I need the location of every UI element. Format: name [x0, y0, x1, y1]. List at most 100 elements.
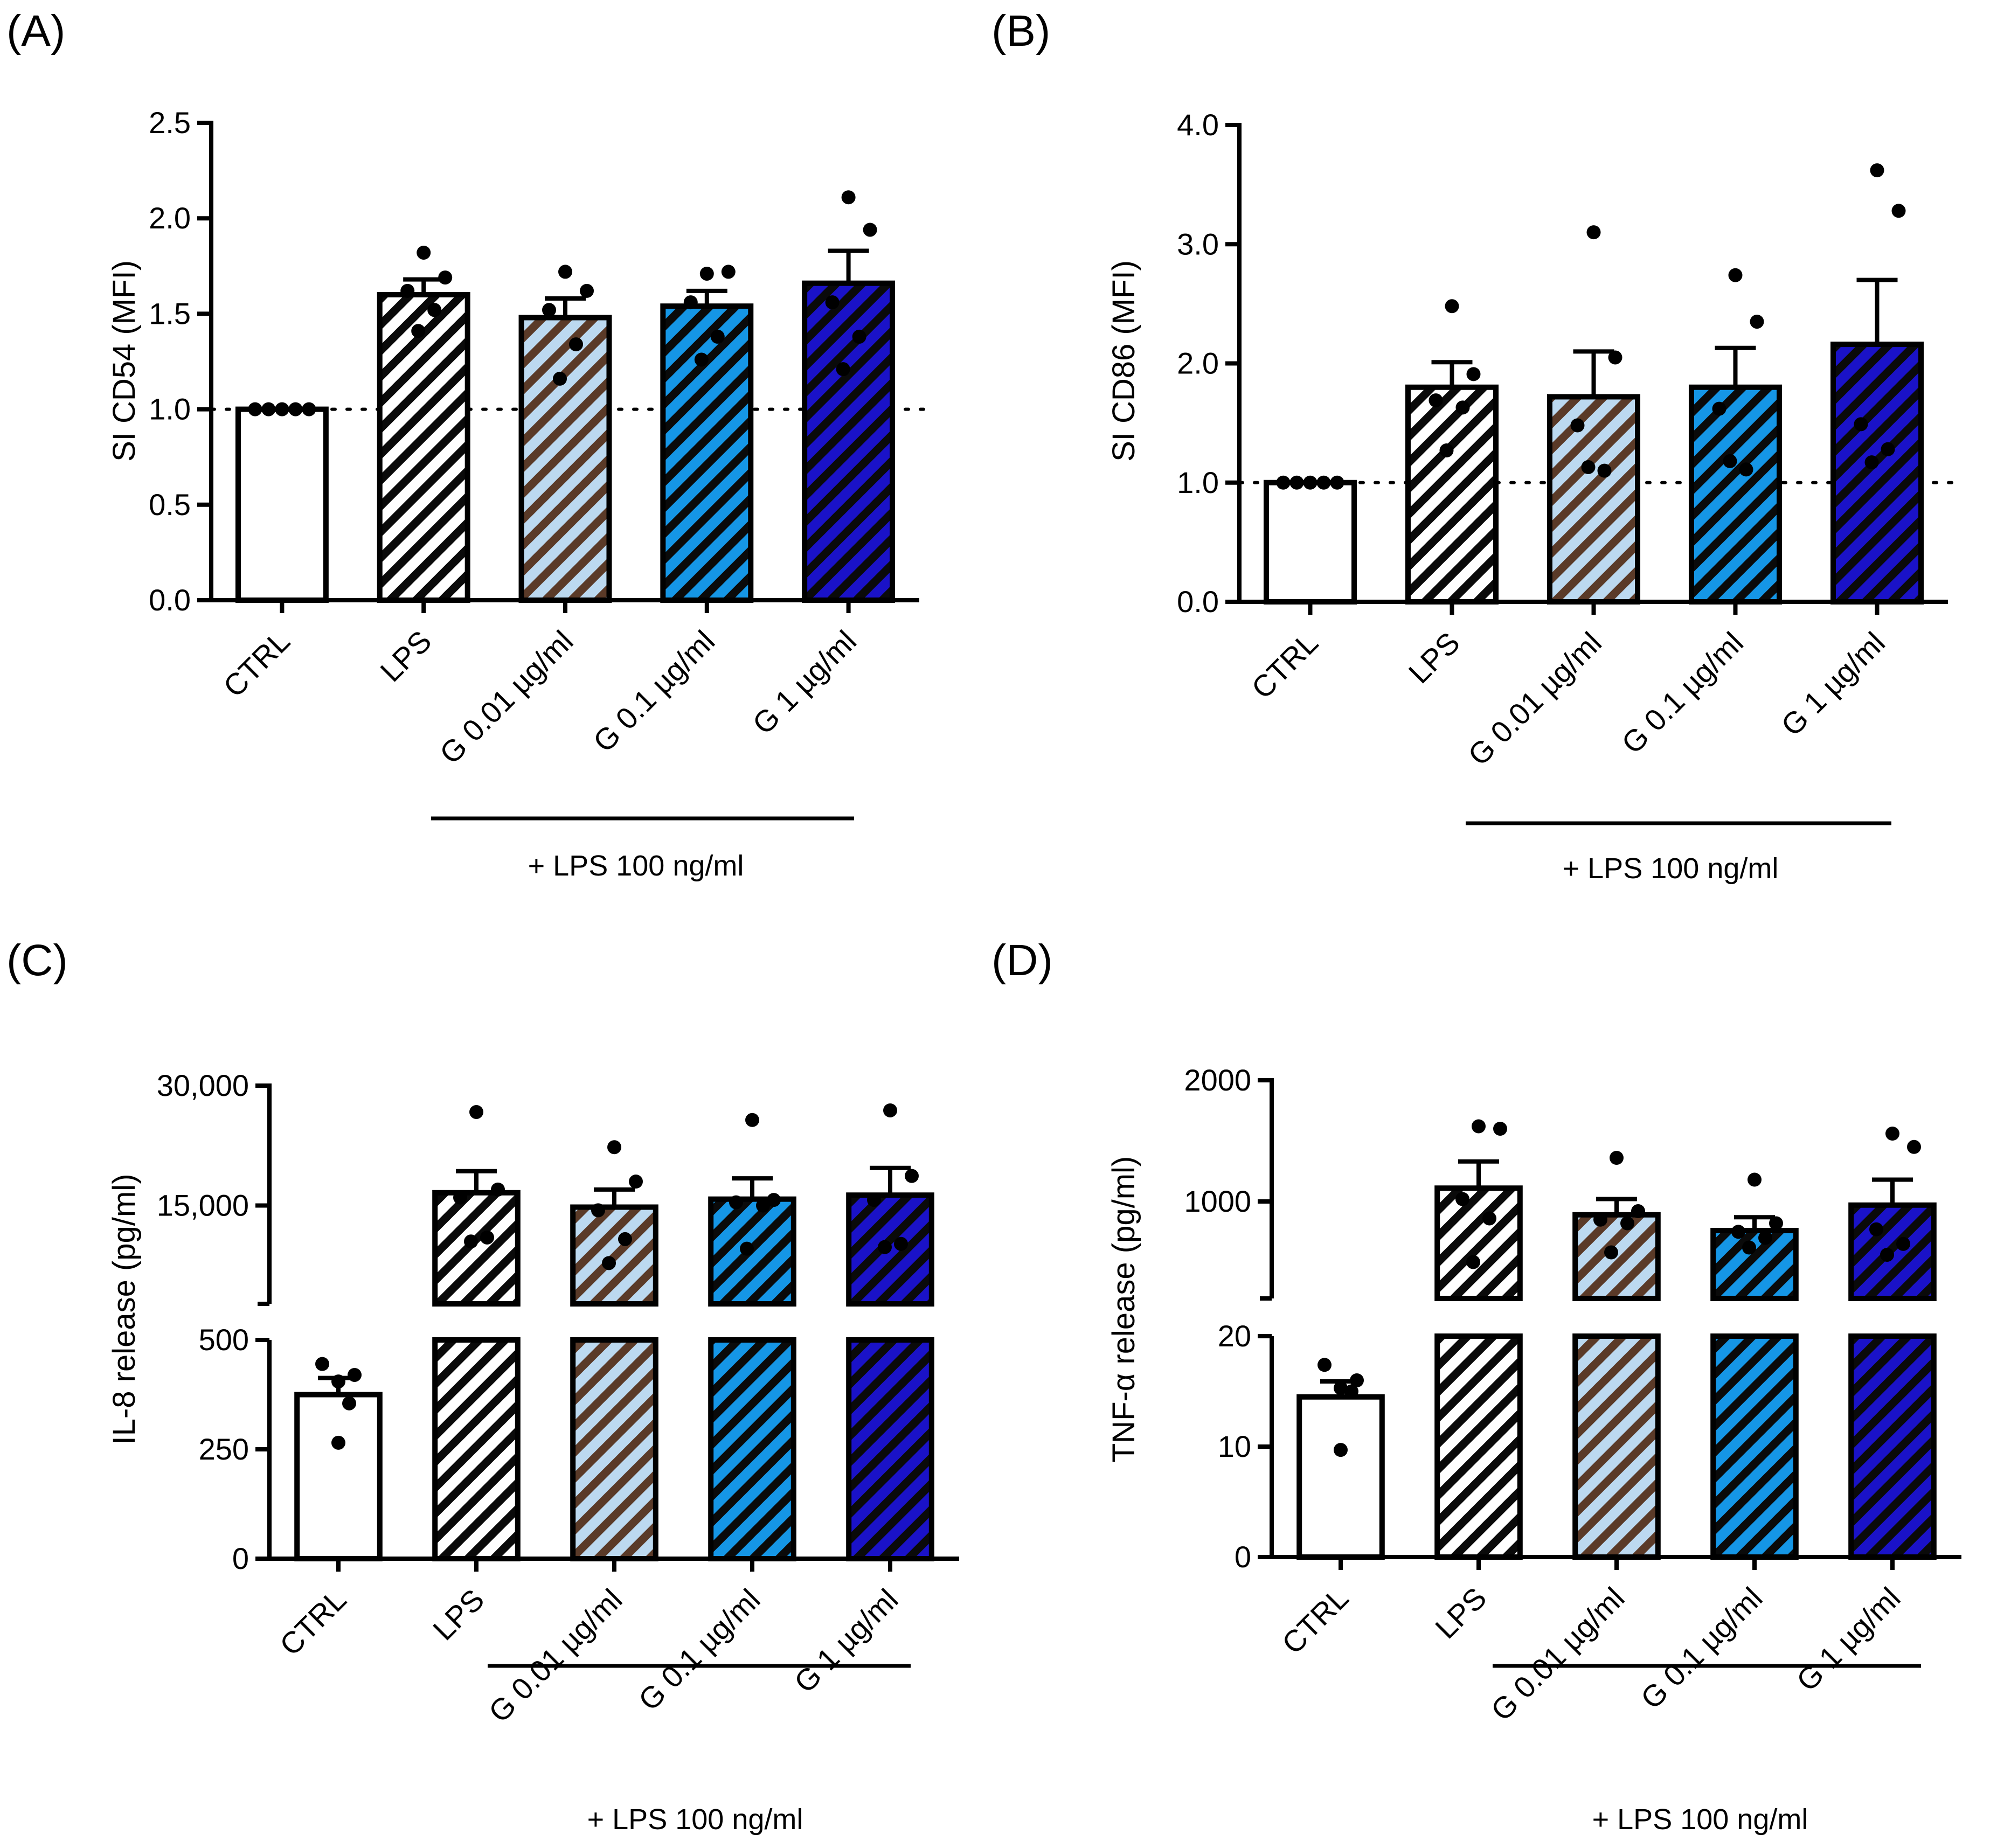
- panel-c-data-point: [745, 1113, 759, 1127]
- panel-a-data-point: [710, 329, 725, 344]
- panel-a-y-tick-label: 2.0: [149, 201, 191, 235]
- panel-d-x-tick-label: G 0.01 µg/ml: [1484, 1581, 1631, 1727]
- panel-c-data-point: [453, 1190, 467, 1205]
- panel-c-data-point: [342, 1396, 356, 1411]
- panel-a-bar-g001: [518, 315, 612, 603]
- panel-a-label: (A): [6, 6, 65, 55]
- panel-b-y-axis-label: SI CD86 (MFI): [1106, 260, 1141, 462]
- panel-c-x-tick-label: G 0.1 µg/ml: [632, 1582, 766, 1717]
- panel-a-bar-ctrl: [235, 406, 329, 603]
- panel-c-data-point: [867, 1193, 881, 1207]
- panel-b-data-point: [1608, 350, 1622, 365]
- panel-d-x-tick-label: G 0.1 µg/ml: [1634, 1581, 1769, 1715]
- panel-a-data-point: [417, 245, 431, 260]
- panel-d-bar-g01-upper: [1710, 1228, 1799, 1301]
- panel-a-data-point: [694, 352, 709, 367]
- panel-d-data-point: [1344, 1384, 1358, 1399]
- panel-a-y-tick-label: 2.5: [149, 106, 191, 140]
- panel-d-data-point: [1907, 1140, 1921, 1154]
- panel-c-x-tick-label: G 1 µg/ml: [787, 1582, 904, 1699]
- panel-b: (B) SI CD86 (MFI) + LPS 100 ng/ml 0.0 1.0…: [991, 6, 1955, 885]
- panel-c-data-point: [894, 1236, 908, 1251]
- panel-a-bar-g1: [802, 280, 896, 603]
- panel-a-data-point: [288, 402, 303, 416]
- panel-a-data-point: [248, 402, 262, 416]
- panel-b-x-tick-label: G 1 µg/ml: [1774, 626, 1891, 742]
- panel-b-y-tick-label: 0.0: [1177, 585, 1219, 619]
- panel-d-x-tick-label: G 1 µg/ml: [1790, 1581, 1906, 1698]
- panel-b-data-point: [1750, 315, 1764, 329]
- panel-d-bar-lps-lower: [1434, 1333, 1523, 1560]
- panel-c-x-tick-label: LPS: [426, 1582, 490, 1646]
- panel-d-data-point: [1472, 1119, 1486, 1134]
- panel-d-x-tick-label: CTRL: [1275, 1581, 1355, 1661]
- panel-d-y-tick-label: 1000: [1184, 1184, 1251, 1218]
- panel-d-data-point: [1334, 1443, 1348, 1457]
- panel-b-label: (B): [991, 6, 1050, 55]
- panel-c-data-point: [905, 1169, 919, 1183]
- panel-b-bar-g1: [1830, 342, 1924, 605]
- panel-d-y-tick-label: 20: [1218, 1319, 1251, 1353]
- panel-a-data-point: [427, 303, 442, 317]
- panel-d: (D) TNF-α release (pg/ml) + LPS 100 ng/m…: [991, 936, 1961, 1836]
- panel-b-data-point: [1728, 268, 1743, 282]
- panel-a-y-axis-label: SI CD54 (MFI): [107, 260, 142, 462]
- panel-c-y-tick-label: 500: [199, 1323, 249, 1357]
- panel-b-data-point: [1581, 460, 1596, 474]
- panel-d-data-point: [1466, 1255, 1480, 1269]
- panel-a-y-tick-label: 0.5: [149, 488, 191, 522]
- panel-c-bar-g001-upper: [570, 1204, 658, 1307]
- panel-d-label: (D): [991, 936, 1053, 985]
- panel-d-data-point: [1731, 1225, 1745, 1239]
- panel-a-data-point: [825, 295, 840, 310]
- panel-d-y-tick-label: 2000: [1184, 1063, 1251, 1097]
- panel-d-bar-ctrl: [1296, 1394, 1385, 1560]
- panel-c-y-tick-label: 0: [232, 1541, 249, 1575]
- panel-d-bar-g1-lower: [1848, 1333, 1937, 1560]
- panel-a-data-point: [438, 270, 453, 285]
- panel-a-x-tick-label: G 1 µg/ml: [746, 624, 863, 741]
- panel-a-data-point: [836, 362, 850, 377]
- panel-b-data-point: [1597, 463, 1612, 478]
- panel-b-data-point: [1445, 299, 1459, 314]
- panel-a-bar-lps: [377, 291, 470, 603]
- panel-a-data-point: [558, 265, 572, 279]
- panel-d-data-point: [1885, 1127, 1899, 1141]
- panel-c-data-point: [331, 1374, 345, 1389]
- panel-b-data-point: [1570, 418, 1585, 433]
- panel-c-y-tick-label: 30,000: [157, 1068, 249, 1102]
- panel-a-data-point: [683, 295, 698, 310]
- panel-d-data-point: [1869, 1222, 1883, 1236]
- panel-d-data-point: [1769, 1216, 1783, 1231]
- panel-c-data-point: [348, 1367, 362, 1382]
- panel-c-data-point: [767, 1193, 781, 1207]
- panel-b-data-point: [1316, 475, 1331, 490]
- panel-a-data-point: [580, 283, 594, 298]
- panel-c-data-point: [491, 1182, 505, 1197]
- panel-b-x-tick-label: CTRL: [1245, 626, 1325, 705]
- panel-b-data-point: [1289, 475, 1304, 490]
- panel-c-y-tick-label: 250: [199, 1432, 249, 1466]
- panel-c-label: (C): [6, 936, 68, 985]
- panel-c-bar-g001-lower: [570, 1337, 658, 1561]
- panel-b-data-point: [1870, 163, 1884, 178]
- panel-b-data-point: [1712, 401, 1726, 416]
- panel-c-data-point: [315, 1357, 329, 1371]
- panel-a-bracket-label: + LPS 100 ng/ml: [528, 850, 744, 882]
- panel-b-data-point: [1429, 393, 1443, 408]
- panel-c-y-tick-label: 15,000: [157, 1189, 249, 1222]
- panel-d-data-point: [1748, 1172, 1762, 1187]
- panel-b-bar-g01: [1688, 384, 1783, 605]
- panel-b-x-tick-label: LPS: [1402, 626, 1466, 690]
- panel-a-x-tick-label: G 0.1 µg/ml: [586, 624, 721, 759]
- panel-a-data-point: [400, 283, 415, 298]
- panel-a-x-tick-label: G 0.01 µg/ml: [433, 624, 579, 770]
- panel-a-data-point: [699, 266, 714, 281]
- panel-d-bar-g001-lower: [1572, 1333, 1661, 1560]
- panel-c-x-tick-label: CTRL: [273, 1582, 353, 1662]
- panel-c-y-axis-label: IL-8 release (pg/ml): [107, 1174, 142, 1445]
